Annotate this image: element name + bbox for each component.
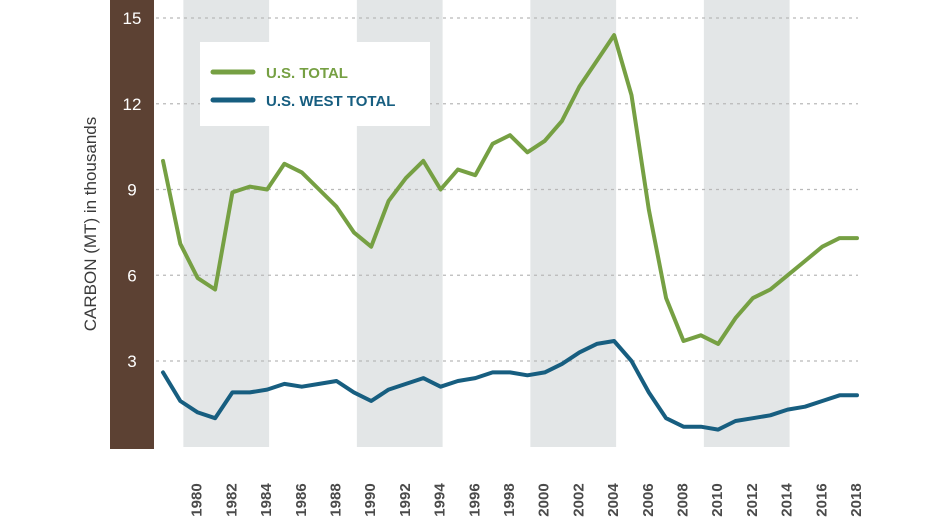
x-tick-label-1990: 1990 [362,483,379,516]
x-tick-label-2000: 2000 [536,483,553,516]
x-tick-label-2006: 2006 [640,483,657,516]
x-tick-label-2012: 2012 [744,483,761,516]
legend: U.S. TOTAL U.S. WEST TOTAL [200,42,430,126]
x-tick-label-2008: 2008 [675,483,692,516]
x-tick-label-1984: 1984 [258,483,275,517]
shaded-band-2 [530,0,617,447]
y-tick-label-15: 15 [123,9,142,28]
x-tick-label-2016: 2016 [813,483,830,516]
legend-label-us-total: U.S. TOTAL [266,65,348,82]
series-lines [161,33,859,432]
legend-box [200,42,430,126]
x-tick-label-2014: 2014 [779,483,796,517]
x-tick-label-2018: 2018 [848,483,865,516]
x-tick-label-1996: 1996 [466,483,483,516]
x-tick-label-1992: 1992 [397,483,414,516]
shaded-band-3 [703,0,790,447]
x-tick-label-1998: 1998 [501,483,518,516]
y-axis-band [110,0,154,449]
y-tick-labels: 3 6 9 12 15 [123,9,142,371]
y-tick-label-3: 3 [127,352,136,371]
x-tick-label-2010: 2010 [709,483,726,516]
x-tick-label-1982: 1982 [223,483,240,516]
x-tick-label-1986: 1986 [293,483,310,516]
x-tick-label-2004: 2004 [605,483,622,517]
x-tick-label-1994: 1994 [432,483,449,517]
y-tick-label-6: 6 [127,266,136,285]
x-tick-labels: 1980 1982 1984 1986 1988 1990 1992 1994 1996 1998… [189,483,865,517]
y-axis-label: CARBON (MT) in thousands [81,117,100,331]
y-tick-label-12: 12 [123,95,142,114]
x-tick-label-1988: 1988 [328,483,345,516]
gridlines [156,17,858,362]
x-tick-label-2002: 2002 [570,483,587,516]
y-tick-label-9: 9 [127,181,136,200]
x-tick-label-1980: 1980 [189,483,206,516]
series-line-u-s-total [161,33,859,346]
series-line-u-s-west-total [161,339,859,432]
legend-label-us-west-total: U.S. WEST TOTAL [266,93,395,110]
